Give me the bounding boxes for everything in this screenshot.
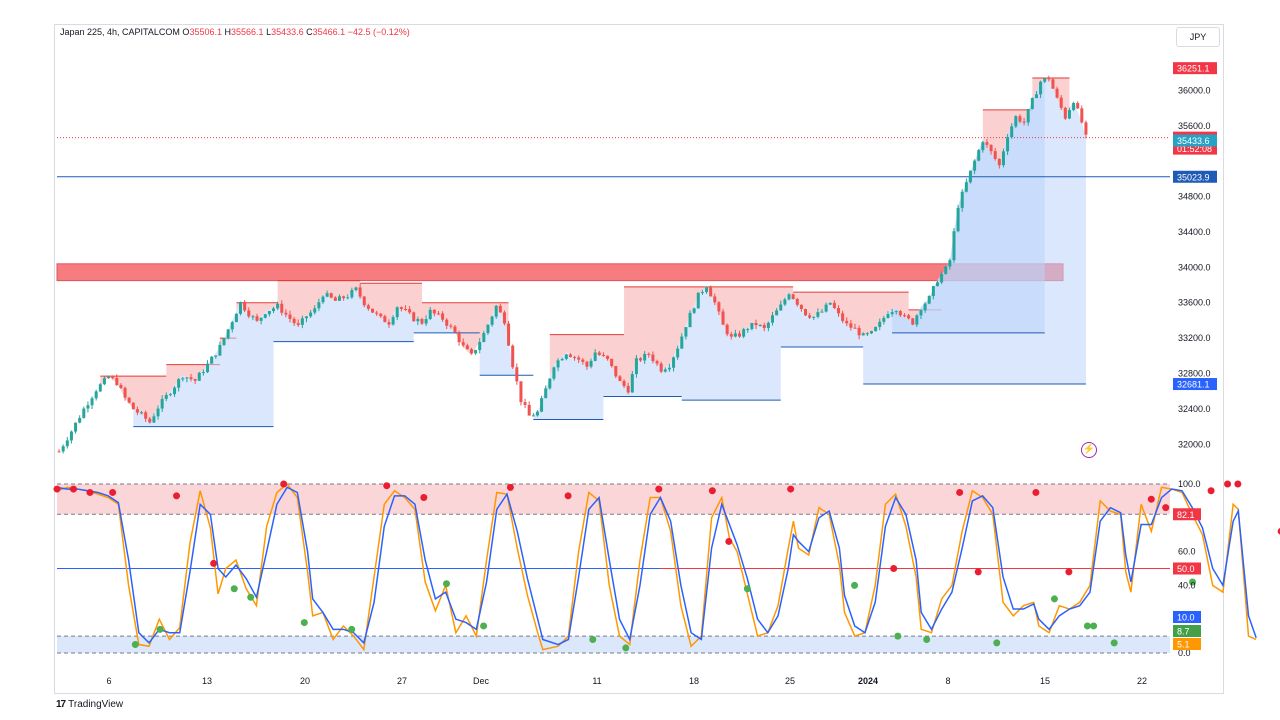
currency-button[interactable]: JPY xyxy=(1176,27,1220,47)
low-value: 35433.6 xyxy=(271,27,304,37)
low-label: L xyxy=(266,27,272,37)
open-label: O xyxy=(182,27,190,37)
close-label: C xyxy=(306,27,313,37)
open-value: 35506.1 xyxy=(189,27,222,37)
high-label: H xyxy=(224,27,232,37)
tradingview-logo: 17 TradingView xyxy=(56,699,123,710)
branding-text: TradingView xyxy=(68,699,124,710)
symbol-label: Japan 225, 4h, CAPITALCOM xyxy=(60,27,180,37)
symbol-header: Japan 225, 4h, CAPITALCOM O35506.1 H3556… xyxy=(60,27,410,37)
change-value: −42.5 (−0.12%) xyxy=(347,27,410,37)
cross-marker-45 xyxy=(1234,480,1242,488)
cross-marker-44 xyxy=(1224,480,1232,488)
high-value: 35566.1 xyxy=(231,27,264,37)
alert-bolt-icon[interactable]: ⚡ xyxy=(1081,442,1097,458)
chart-frame xyxy=(54,24,1224,694)
tv-mark-icon: 17 xyxy=(56,699,66,710)
close-value: 35466.1 xyxy=(312,27,346,37)
